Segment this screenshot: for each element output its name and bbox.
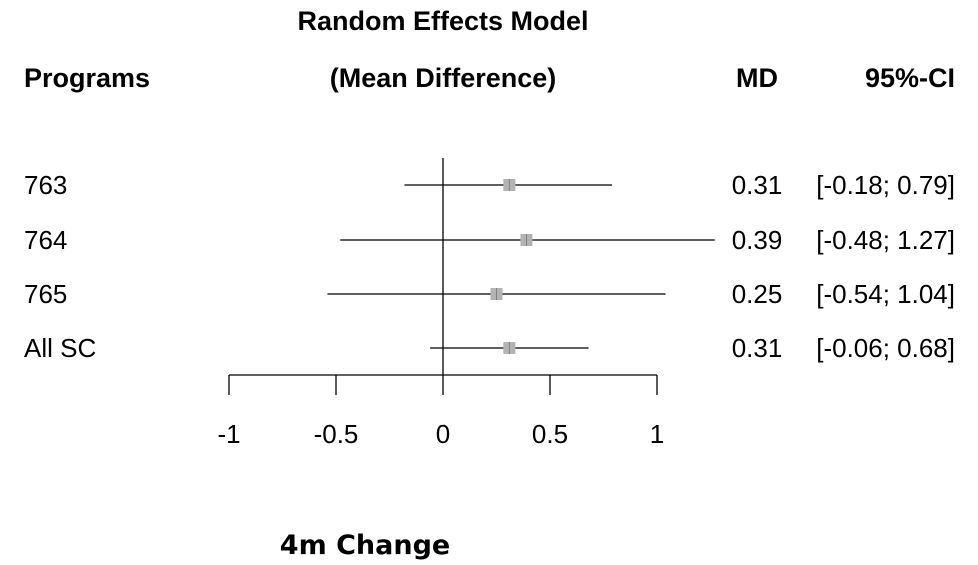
md-column-header: MD — [736, 63, 778, 93]
model-title: Random Effects Model — [297, 6, 589, 36]
row-label: 765 — [24, 279, 67, 309]
ci-value: [-0.48; 1.27] — [816, 225, 955, 255]
x-tick-label: -0.5 — [314, 419, 359, 449]
row-label: All SC — [24, 333, 96, 363]
ci-value: [-0.18; 0.79] — [816, 170, 955, 200]
row-label: 763 — [24, 170, 67, 200]
md-value: 0.31 — [732, 333, 783, 363]
figure-caption: 4m Change — [279, 530, 451, 561]
md-value: 0.39 — [732, 225, 783, 255]
ci-value: [-0.54; 1.04] — [816, 279, 955, 309]
row-label: 764 — [24, 225, 67, 255]
x-tick-label: -1 — [217, 419, 240, 449]
md-value: 0.31 — [732, 170, 783, 200]
ci-column-header: 95%-CI — [864, 63, 955, 93]
md-value: 0.25 — [732, 279, 783, 309]
x-tick-label: 0.5 — [532, 419, 568, 449]
x-tick-label: 0 — [436, 419, 450, 449]
ci-value: [-0.06; 0.68] — [816, 333, 955, 363]
effect-measure-header: (Mean Difference) — [329, 63, 557, 93]
programs-column-header: Programs — [24, 63, 151, 93]
x-tick-label: 1 — [650, 419, 664, 449]
